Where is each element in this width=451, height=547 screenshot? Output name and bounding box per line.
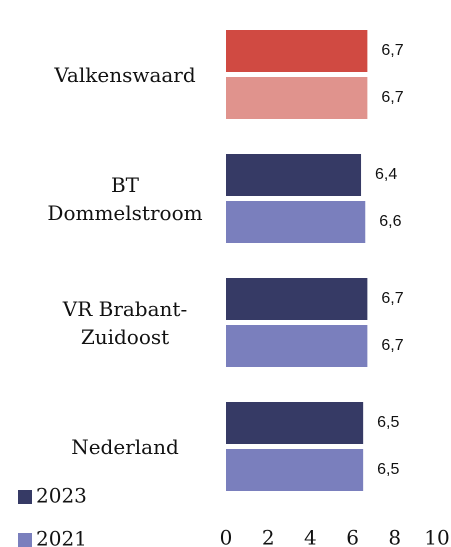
bar — [226, 30, 368, 72]
data-label: 6,7 — [381, 89, 403, 106]
data-label: 6,6 — [379, 213, 401, 230]
data-label: 6,7 — [381, 42, 403, 59]
bar — [226, 77, 368, 119]
category-label: Valkenswaard — [54, 62, 196, 87]
x-tick-label: 10 — [424, 526, 449, 547]
data-label: 6,7 — [381, 337, 403, 354]
category-label: VR Brabant-Zuidoost — [62, 296, 188, 349]
data-label: 6,5 — [377, 414, 399, 431]
data-label: 6,7 — [381, 290, 403, 307]
data-label: 6,4 — [375, 166, 397, 183]
bar — [226, 278, 368, 320]
legend-label: 2023 — [36, 484, 87, 508]
category-label: BT Dommelstroom — [47, 172, 203, 225]
legend-swatch — [18, 490, 32, 504]
x-tick-label: 0 — [220, 526, 233, 547]
category-label: Nederland — [71, 434, 179, 459]
x-tick-label: 6 — [346, 526, 359, 547]
bar — [226, 201, 366, 243]
bar — [226, 402, 364, 444]
bar — [226, 449, 364, 491]
bar — [226, 325, 368, 367]
bar — [226, 154, 362, 196]
x-tick-label: 4 — [304, 526, 317, 547]
legend-label: 2021 — [36, 527, 87, 547]
x-tick-label: 2 — [262, 526, 275, 547]
x-tick-label: 8 — [388, 526, 401, 547]
data-label: 6,5 — [377, 461, 399, 478]
legend-swatch — [18, 533, 32, 547]
